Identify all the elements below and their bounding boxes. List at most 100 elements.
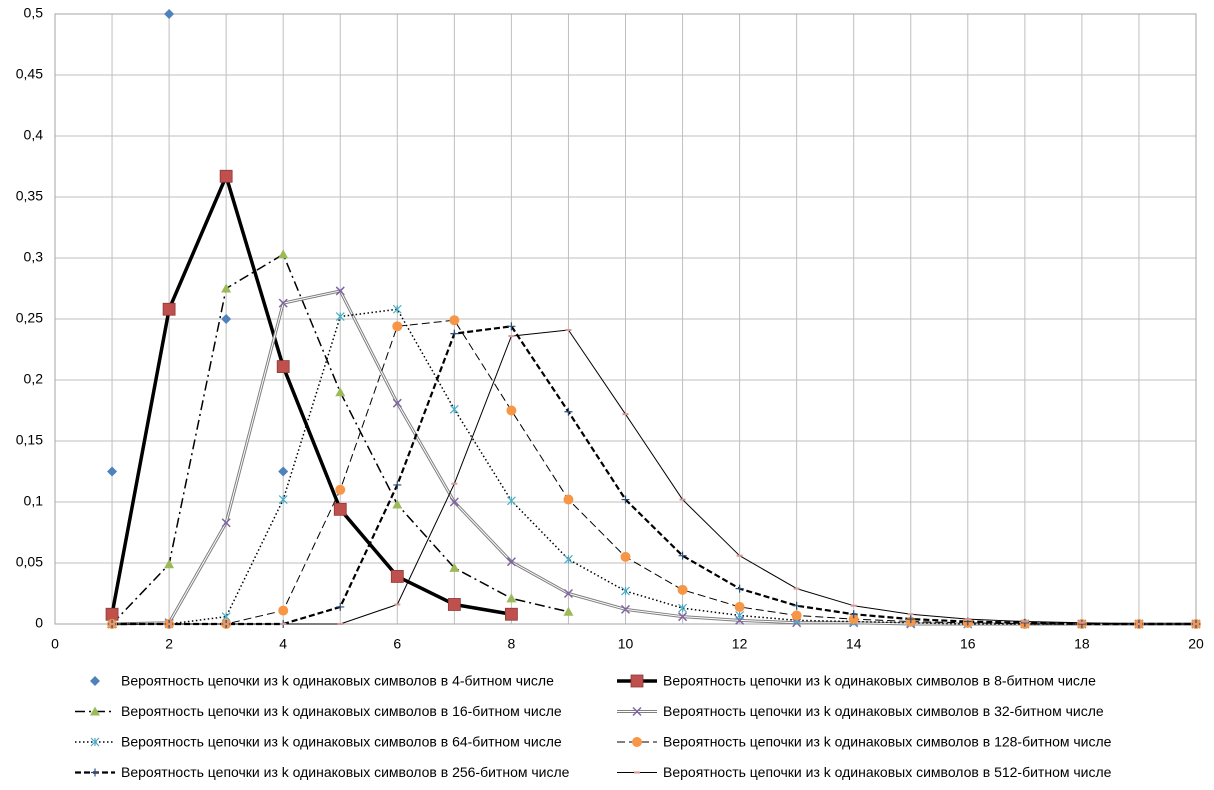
marker	[164, 9, 175, 19]
y-tick-label: 0	[35, 615, 43, 631]
legend-entry: Вероятность цепочки из k одинаковых симв…	[75, 734, 562, 750]
series-line	[112, 329, 1196, 625]
marker	[278, 249, 289, 259]
marker	[91, 768, 99, 777]
series-line	[112, 319, 1196, 625]
y-tick-label: 0,05	[16, 554, 43, 570]
marker	[620, 604, 631, 614]
marker	[506, 405, 517, 416]
marker	[164, 559, 175, 569]
legend-entry: Вероятность цепочки из k одинаковых симв…	[617, 673, 1096, 689]
marker	[621, 495, 630, 504]
marker	[221, 518, 231, 528]
x-tick-label: 18	[1074, 636, 1090, 652]
marker	[506, 496, 516, 506]
x-tick-label: 0	[51, 636, 59, 652]
marker	[630, 674, 644, 688]
legend-label: Вероятность цепочки из k одинаковых симв…	[121, 673, 554, 689]
marker	[735, 584, 744, 593]
legend-entry: Вероятность цепочки из k одинаковых симв…	[75, 764, 570, 780]
series-line	[112, 308, 1196, 625]
marker	[221, 283, 232, 293]
marker	[678, 551, 687, 560]
marker	[792, 601, 801, 610]
y-tick-label: 0,3	[24, 249, 44, 265]
plot-border	[54, 13, 1197, 625]
legend-entry: Вероятность цепочки из k одинаковых симв…	[90, 673, 554, 689]
y-tick-label: 0,25	[16, 310, 43, 326]
marker	[449, 404, 459, 414]
x-tick-label: 14	[846, 636, 862, 652]
legend-label: Вероятность цепочки из k одинаковых симв…	[663, 734, 1112, 750]
series-line	[111, 253, 569, 625]
y-tick-label: 0,1	[24, 493, 44, 509]
marker	[90, 706, 100, 716]
marker	[678, 612, 688, 622]
marker	[162, 302, 176, 316]
marker	[1020, 618, 1029, 627]
marker	[735, 611, 745, 620]
series-line	[112, 325, 1196, 626]
marker	[107, 466, 118, 477]
marker	[390, 570, 404, 583]
marker	[632, 706, 642, 717]
marker	[335, 312, 345, 321]
marker	[450, 329, 459, 338]
legend-label: Вероятность цепочки из k одинаковых симв…	[121, 764, 570, 780]
marker	[564, 407, 573, 416]
marker	[563, 494, 574, 505]
marker	[278, 466, 289, 477]
marker	[506, 593, 517, 603]
marker	[276, 360, 290, 373]
x-tick-label: 16	[960, 636, 976, 652]
marker	[449, 497, 459, 507]
marker	[791, 610, 802, 621]
marker	[221, 314, 232, 324]
marker	[621, 586, 630, 596]
y-tick-label: 0,15	[16, 432, 43, 448]
marker	[392, 499, 403, 509]
marker	[1077, 620, 1086, 628]
legend-label: Вероятность цепочки из k одинаковых симв…	[663, 703, 1104, 719]
marker	[278, 298, 288, 308]
marker	[449, 562, 460, 572]
marker	[335, 286, 345, 296]
marker	[393, 480, 402, 489]
x-tick-label: 2	[165, 636, 173, 652]
y-tick-label: 0,4	[24, 127, 44, 143]
x-tick-label: 4	[279, 636, 287, 652]
legend-entry: Вероятность цепочки из k одинаковых симв…	[617, 703, 1104, 719]
marker	[734, 601, 745, 612]
marker	[333, 502, 347, 516]
marker	[848, 614, 859, 625]
marker	[335, 484, 346, 495]
marker	[677, 584, 688, 595]
marker	[392, 304, 402, 314]
marker	[392, 321, 403, 332]
y-tick-label: 0,5	[24, 5, 44, 21]
marker	[90, 737, 100, 747]
marker	[620, 551, 631, 562]
legend-label: Вероятность цепочки из k одинаковых симв…	[121, 734, 562, 750]
marker	[906, 615, 915, 624]
y-tick-label: 0,35	[16, 188, 43, 204]
marker	[678, 603, 687, 613]
marker	[849, 610, 858, 619]
x-tick-label: 10	[618, 636, 634, 652]
y-tick-label: 0,2	[24, 371, 44, 387]
legend-label: Вероятность цепочки из k одинаковых симв…	[121, 703, 562, 719]
legend-label: Вероятность цепочки из k одинаковых симв…	[663, 764, 1112, 780]
marker	[564, 554, 573, 564]
legend-entry: Вероятность цепочки из k одинаковых симв…	[617, 764, 1112, 780]
y-tick-label: 0,45	[16, 66, 43, 82]
x-tick-label: 8	[508, 636, 516, 652]
marker	[278, 605, 289, 616]
marker	[336, 602, 345, 611]
marker	[563, 606, 574, 616]
marker	[504, 607, 518, 621]
marker	[449, 315, 460, 326]
x-tick-label: 12	[732, 636, 748, 652]
marker	[219, 169, 233, 183]
x-tick-label: 20	[1188, 636, 1204, 652]
